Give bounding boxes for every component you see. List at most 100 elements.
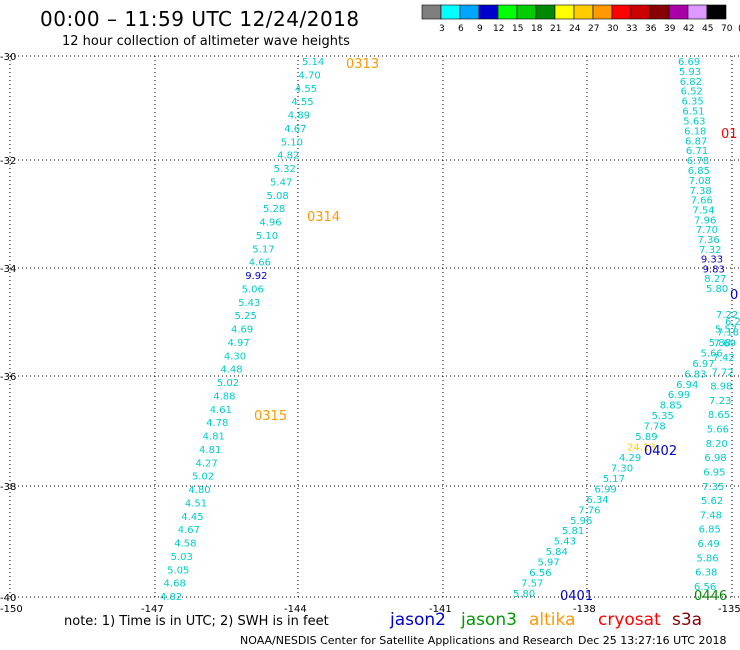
swh-value: 5.02 — [217, 378, 239, 389]
pass-label: 0402 — [644, 444, 677, 459]
swh-value: 6.56 — [694, 582, 716, 593]
swh-value: 5.89 — [635, 432, 657, 443]
swh-value: 5.66 — [701, 348, 723, 359]
colorbar-label: 36 — [645, 24, 657, 34]
swh-value: 4.97 — [227, 338, 249, 349]
swh-value: 4.51 — [185, 498, 207, 509]
swh-value: 7.70 — [696, 225, 718, 236]
swh-value: 7.48 — [700, 510, 722, 521]
swh-value: 4.55 — [291, 97, 313, 108]
colorbar-label: (ft) — [738, 24, 740, 34]
swh-value: 5.84 — [546, 547, 568, 558]
pass-label: 0401 — [560, 589, 593, 604]
legend-item: jason3 — [460, 610, 517, 630]
altimeter-tracks: 5.14 4.70 4.55 4.55 4.89 4.67 5.10 4.82 5.32 5.47… — [160, 57, 740, 603]
map-subtitle: 12 hour collection of altimeter wave hei… — [62, 34, 350, 49]
pass-label: 0446 — [694, 589, 727, 604]
axis-tick-labels: -30 -32 -34 -36 -38 -40-150 -147 -144 -141 -138 -1… — [0, 52, 740, 615]
lon-tick-label: -144 — [284, 604, 307, 615]
colorbar-swatch — [440, 4, 461, 20]
colorbar-swatch — [516, 4, 537, 20]
swh-value: 7.23 — [709, 396, 731, 407]
swh-value: 6.69 — [678, 57, 700, 68]
satellite-legend: jason2 jason3 altika cryosat s3a — [389, 610, 702, 630]
swh-value: 6.23 — [725, 317, 740, 328]
colorbar-label: 42 — [683, 24, 694, 34]
footer-note: note: 1) Time is in UTC; 2) SWH is in fe… — [64, 614, 329, 629]
swh-value: 4.29 — [619, 453, 641, 464]
swh-value: 6.85 — [688, 166, 710, 177]
colorbar-swatch — [611, 4, 632, 20]
colorbar-label: 21 — [550, 24, 561, 34]
swh-value: 7.72 — [711, 367, 733, 378]
swh-value: 4.70 — [298, 70, 320, 81]
swh-value: 7.35 — [702, 482, 724, 493]
swh-value: 4.45 — [181, 512, 203, 523]
swh-value: 6.52 — [681, 87, 703, 98]
swh-value: 7.32 — [699, 245, 721, 256]
pass-labels: 0313 0314 0315 0402 0401 0446 01 0 — [254, 57, 738, 604]
swh-value: 7.76 — [578, 505, 600, 516]
swh-value: 7.54 — [692, 206, 714, 217]
colorbar-swatch — [573, 4, 594, 20]
swh-value: 5.32 — [274, 164, 296, 175]
swh-value: 5.43 — [238, 298, 260, 309]
pass-label: 0315 — [254, 409, 287, 424]
swh-value: 5.17 — [252, 244, 274, 255]
swh-value: 7.57 — [521, 579, 543, 590]
swh-value: 5.35 — [652, 411, 674, 422]
swh-value: 7.30 — [611, 463, 633, 474]
colorbar-swatch — [706, 4, 727, 20]
swh-value: 4.78 — [206, 418, 228, 429]
colorbar-label: 27 — [588, 24, 599, 34]
colorbar-swatch — [478, 4, 499, 20]
swh-value: 6.98 — [704, 453, 726, 464]
swh-value: 7.42 — [713, 353, 735, 364]
swh-value: 5.80 — [513, 589, 535, 600]
colorbar-swatch — [497, 4, 518, 20]
swh-value: 5.25 — [235, 311, 257, 322]
colorbar-swatch — [687, 4, 708, 20]
legend-item: altika — [529, 610, 576, 630]
pass-label: 0314 — [307, 210, 340, 225]
pass-label: 0 — [730, 288, 738, 303]
colorbar-label: 30 — [607, 24, 619, 34]
swh-value: 5.81 — [562, 526, 584, 537]
swh-value: 5.10 — [256, 231, 278, 242]
swh-value: 5.08 — [267, 191, 289, 202]
swh-value: 6.87 — [685, 136, 707, 147]
colorbar-label: 39 — [664, 24, 676, 34]
swh-value: 4.66 — [249, 258, 271, 269]
lon-tick-label: -135 — [718, 604, 740, 615]
colorbar-swatch — [649, 4, 670, 20]
swh-value: 5.02 — [192, 472, 214, 483]
lat-tick-label: -36 — [0, 372, 16, 383]
swh-value: 4.67 — [178, 525, 200, 536]
swh-value: 4.88 — [213, 391, 235, 402]
lat-tick-label: -34 — [0, 264, 16, 275]
swh-value: 8.85 — [660, 401, 682, 412]
swh-value: 4.80 — [188, 485, 210, 496]
swh-value: 5.10 — [281, 137, 303, 148]
lon-tick-label: -141 — [429, 604, 452, 615]
credit-text: NOAA/NESDIS Center for Satellite Applica… — [240, 634, 573, 647]
swh-value: 4.30 — [224, 351, 246, 362]
swh-value: 7.38 — [689, 186, 711, 197]
swh-value: 8.65 — [708, 410, 730, 421]
swh-value: 5.63 — [683, 116, 705, 127]
swh-value: 7.78 — [643, 422, 665, 433]
swh-value: 4.67 — [284, 124, 306, 135]
swh-value: 6.85 — [699, 525, 721, 536]
colorbar-label: 3 — [439, 24, 445, 34]
colorbar-label: 12 — [493, 24, 504, 34]
map-title: 00:00 – 11:59 UTC 12/24/2018 — [40, 7, 360, 31]
swh-value: 5.03 — [171, 552, 193, 563]
colorbar-label: 15 — [512, 24, 523, 34]
swh-value: 4.69 — [231, 325, 253, 336]
swh-value: 7.18 — [717, 327, 739, 338]
colorbar-swatch — [554, 4, 575, 20]
swh-value: 4.81 — [203, 432, 225, 443]
lat-tick-label: -40 — [0, 593, 16, 604]
